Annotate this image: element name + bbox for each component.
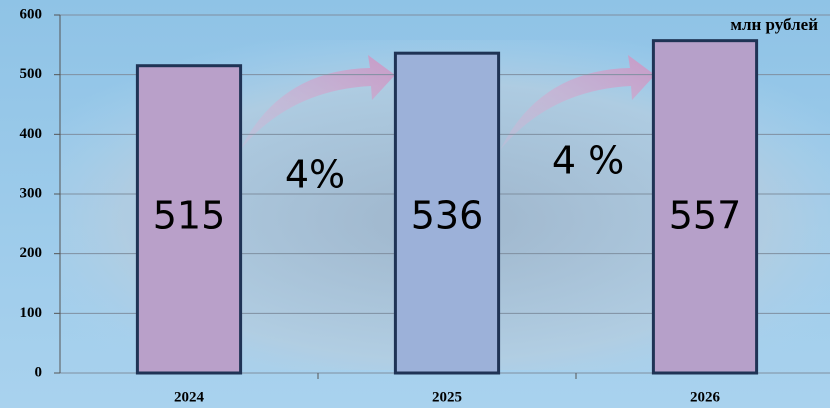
y-tick-label: 500 (20, 66, 43, 82)
y-tick-label: 0 (35, 364, 43, 380)
y-tick-label: 600 (20, 6, 43, 22)
data-label: 557 (669, 194, 742, 238)
growth-annotation: 4% (285, 153, 345, 197)
data-label: 515 (153, 194, 226, 238)
x-tick-label: 2024 (174, 389, 205, 405)
unit-label: млн рублей (730, 15, 818, 34)
growth-annotation: 4 % (552, 139, 624, 183)
x-tick-label: 2025 (432, 389, 462, 405)
chart: млн рублей 0 100 200 300 400 500 600 2024 515 202… (0, 0, 830, 408)
data-label: 536 (411, 194, 484, 238)
y-tick-label: 100 (20, 305, 43, 321)
x-tick-label: 2026 (690, 389, 721, 405)
y-tick-label: 400 (20, 126, 43, 142)
y-tick-label: 200 (20, 245, 43, 261)
y-tick-label: 300 (20, 185, 43, 201)
